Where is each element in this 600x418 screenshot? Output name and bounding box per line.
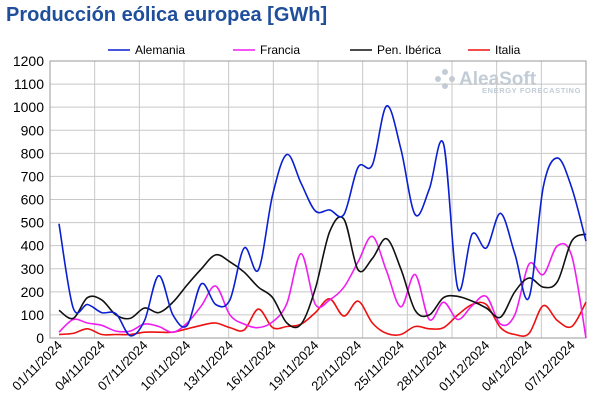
y-tick-label: 300 [21, 261, 45, 277]
y-axis-ticks: 0 100 200 300 400 500 600 700 800 900 1000 1100 1200 [13, 53, 44, 346]
y-tick-label: 400 [21, 238, 45, 254]
series-line-italia [58, 298, 587, 337]
legend: Alemania Francia Pen. Ibérica Italia [108, 43, 521, 57]
series-lines [58, 105, 587, 339]
y-tick-label: 1000 [13, 99, 44, 115]
y-tick-label: 0 [36, 330, 44, 346]
x-axis-ticks: 01/11/202404/11/202407/11/202410/11/2024… [9, 338, 578, 395]
y-tick-label: 200 [21, 284, 45, 300]
series-line-francia [58, 235, 587, 339]
series-line-pen-ib-rica [58, 216, 587, 329]
y-tick-label: 900 [21, 122, 45, 138]
logo-dot [442, 69, 448, 75]
plot-border [49, 60, 587, 339]
y-tick-label: 600 [21, 192, 45, 208]
chart-title: Producción eólica europea [GWh] [6, 4, 328, 26]
y-tick-label: 100 [21, 307, 45, 323]
logo-dot [435, 76, 441, 82]
legend-label-alemania: Alemania [135, 43, 185, 57]
y-tick-label: 1100 [14, 76, 44, 92]
y-tick-label: 800 [21, 145, 45, 161]
y-tick-label: 500 [21, 215, 45, 231]
legend-label-italia: Italia [495, 43, 521, 57]
y-tick-label: 700 [21, 168, 45, 184]
aleasoft-logo: AleaSoft ENERGY FORECASTING [435, 69, 581, 95]
series-line-alemania [58, 105, 587, 337]
y-tick-label: 1200 [13, 53, 44, 69]
gridlines [49, 60, 587, 339]
legend-label-francia: Francia [260, 43, 300, 57]
logo-name: AleaSoft [459, 69, 537, 90]
logo-tagline: ENERGY FORECASTING [482, 86, 581, 95]
legend-label-pen-ib-rica: Pen. Ibérica [377, 43, 441, 57]
